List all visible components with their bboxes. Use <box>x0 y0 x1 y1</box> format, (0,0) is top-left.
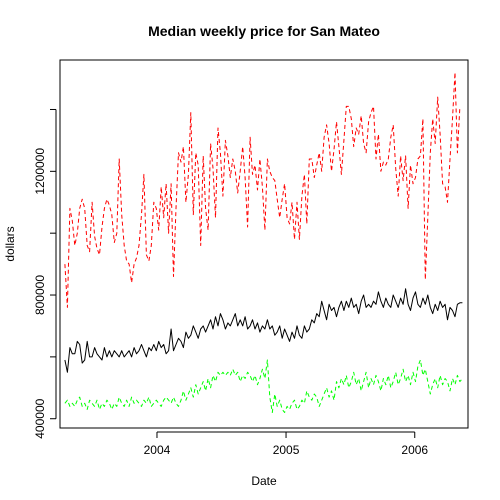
x-tick-label: 2004 <box>144 443 171 457</box>
y-axis-label: dollars <box>3 226 17 261</box>
x-tick-label: 2006 <box>401 443 428 457</box>
series-line-2 <box>64 288 463 373</box>
chart-title: Median weekly price for San Mateo <box>148 23 380 39</box>
x-axis: 2004 2005 2006 <box>144 431 428 457</box>
y-tick-label: 400000 <box>33 398 47 438</box>
series-layer <box>64 71 463 413</box>
plot-frame <box>59 59 469 429</box>
x-axis-label: Date <box>251 474 277 488</box>
y-tick-label: 800000 <box>33 275 47 315</box>
x-tick-label: 2005 <box>273 443 300 457</box>
y-axis: 400000 800000 1200000 <box>33 108 57 439</box>
y-tick-label: 1200000 <box>33 148 47 195</box>
series-line-3 <box>64 359 463 413</box>
series-line-1 <box>64 71 461 308</box>
